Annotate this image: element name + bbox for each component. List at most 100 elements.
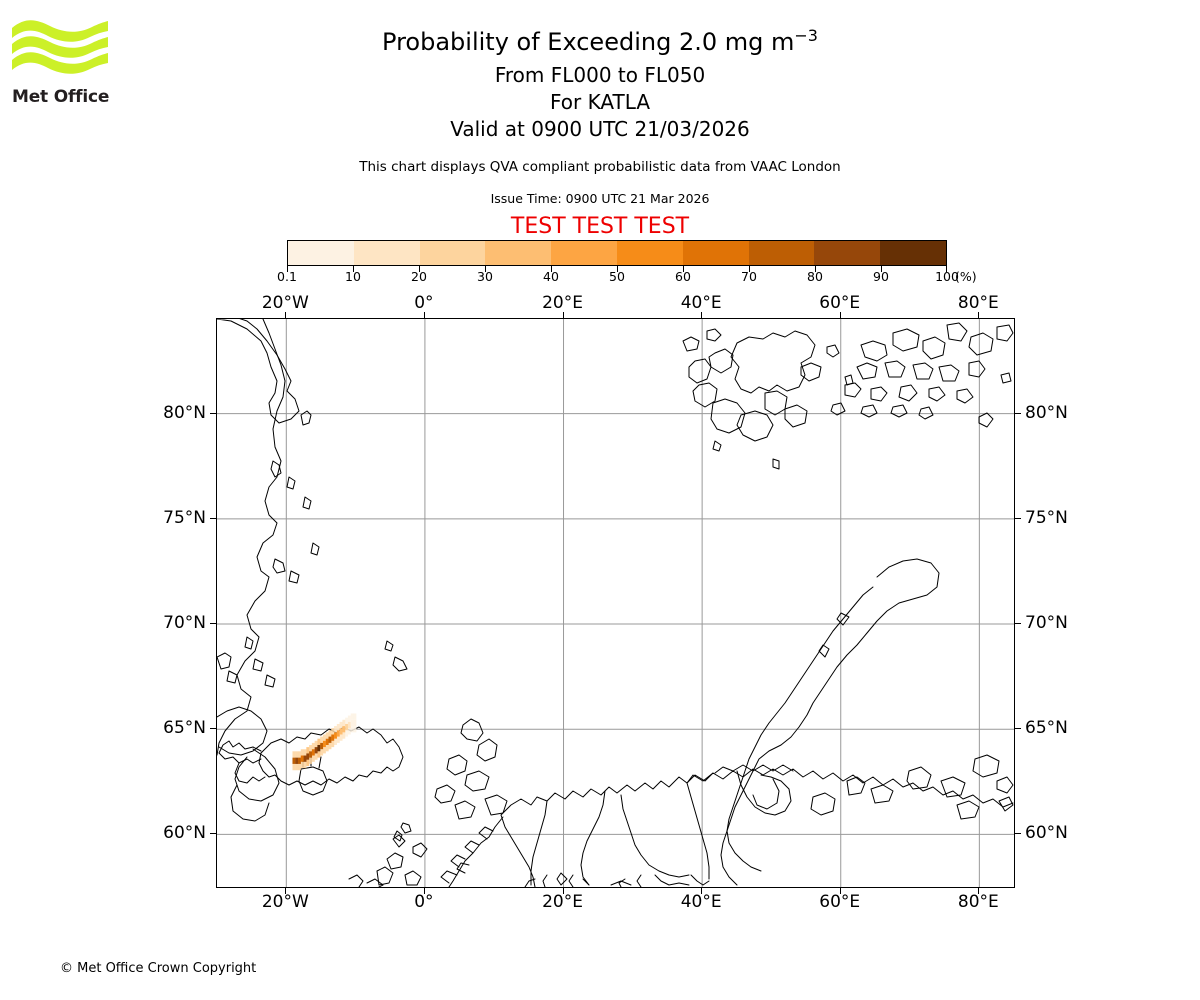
plume-cell-edge: [350, 726, 354, 733]
colorbar-tick: [617, 266, 618, 272]
lon-label-top-3: 40°E: [680, 293, 722, 313]
axis-tick: [285, 888, 287, 894]
colorbar-tick-label: 50: [609, 269, 625, 284]
plume-cell-edge: [325, 745, 329, 752]
axis-tick: [1015, 623, 1021, 625]
plume-cell: [322, 740, 326, 748]
plume-cell: [342, 726, 346, 733]
lon-label-bottom-2: 20°E: [542, 892, 583, 912]
plume-cell-edge: [339, 721, 343, 729]
plume-cell-edge: [331, 728, 335, 735]
colorbar-band-1: [353, 241, 420, 265]
plume-cell-edge: [342, 719, 346, 727]
axis-tick: [562, 888, 564, 894]
colorbar-tick-labels: 0.1 10 20 30 40 50 60 70 80 90 100: [277, 269, 959, 286]
copyright-footer: © Met Office Crown Copyright: [60, 961, 257, 976]
colorbar-tick-label: 10: [345, 269, 361, 284]
colorbar-tick-label: 90: [873, 269, 889, 284]
plume-cell: [292, 757, 296, 764]
plume-cell-edge: [298, 763, 301, 771]
plume-cell-edge: [347, 715, 351, 722]
axis-tick: [978, 888, 980, 894]
lat-label-left-2: 70°N: [163, 613, 206, 634]
axis-tick: [210, 728, 216, 730]
plume-cell: [334, 732, 337, 739]
met-office-wave-icon: [12, 20, 108, 74]
colorbar-tick: [287, 266, 288, 272]
axis-tick: [701, 888, 703, 894]
plume-cell-edge: [331, 740, 335, 748]
plume-cell: [317, 745, 321, 752]
plume-cell-edge: [336, 736, 340, 743]
flight-level-subtitle: From FL000 to FL050: [494, 63, 706, 87]
colorbar-band-0: [288, 241, 354, 265]
plume-cell-edge: [309, 757, 313, 764]
axis-tick: [562, 312, 564, 318]
coastlines: [217, 319, 1014, 887]
colorbar-tick: [353, 266, 354, 272]
axis-tick: [1015, 517, 1021, 519]
plume-cell-edge: [314, 753, 318, 760]
colorbar-tick-label: 60: [675, 269, 691, 284]
plume-cell-edge: [292, 763, 296, 771]
lat-label-right-2: 70°N: [1025, 613, 1068, 634]
page-title-exponent: −3: [794, 26, 818, 45]
plume-cell: [336, 730, 340, 737]
page-title: Probability of Exceeding 2.0 mg m−3: [0, 26, 1200, 57]
lon-label-top-4: 60°E: [819, 293, 861, 313]
plume-cell: [325, 738, 329, 745]
plume-cell: [303, 755, 307, 762]
plume-cell: [320, 742, 324, 750]
plume-cell-edge: [300, 749, 304, 756]
colorbar-tick-label: 40: [543, 269, 559, 284]
colorbar-tick-label: 0.1: [277, 269, 297, 284]
colorbar-tick: [749, 266, 750, 272]
colorbar-band-2: [419, 241, 486, 265]
axis-tick: [978, 312, 980, 318]
axis-tick: [1015, 833, 1021, 835]
lon-label-top-1: 0°: [414, 293, 434, 313]
plume-cell: [350, 719, 354, 727]
plume-cell-edge: [298, 751, 301, 758]
lon-label-bottom-0: 20°W: [261, 892, 309, 912]
plume-cell: [300, 755, 304, 762]
lat-label-left-3: 65°N: [163, 718, 206, 739]
lon-label-top-2: 20°E: [542, 293, 583, 313]
plume-cell-edge: [303, 761, 307, 769]
colorbar-tick-label: 100: [935, 269, 959, 284]
plume-cell: [331, 734, 335, 741]
axis-tick: [701, 312, 703, 318]
plume-cell-edge: [317, 751, 321, 758]
probability-colorbar: 0.1 10 20 30 40 50 60 70 80 90 100 (%): [277, 240, 977, 284]
plume-cell-edge: [303, 749, 307, 756]
axis-tick: [839, 312, 841, 318]
plume-cell: [311, 749, 315, 756]
colorbar-tick-label: 70: [741, 269, 757, 284]
plume-cell-edge: [314, 740, 318, 748]
colorbar-unit-label: (%): [955, 269, 977, 284]
colorbar-tick-label: 20: [411, 269, 427, 284]
colorbar-band-7: [748, 241, 815, 265]
axis-tick: [1015, 728, 1021, 730]
colorbar-tick: [946, 266, 947, 272]
plume-cell-edge: [320, 749, 324, 756]
plume-cell: [347, 721, 351, 729]
colorbar-tick-label: 80: [807, 269, 823, 284]
axis-tick: [210, 412, 216, 414]
colorbar-bands: [287, 240, 947, 266]
plume-cell-edge: [317, 738, 321, 745]
plume-cell: [306, 753, 310, 760]
axis-tick: [285, 312, 287, 318]
issue-time: Issue Time: 0900 UTC 21 Mar 2026: [490, 191, 710, 206]
plume-cell: [328, 736, 332, 743]
lat-label-right-3: 65°N: [1025, 718, 1068, 739]
plume-cell-edge: [345, 730, 349, 737]
colorbar-tick: [881, 266, 882, 272]
colorbar-tick: [551, 266, 552, 272]
qva-note: This chart displays QVA compliant probab…: [359, 159, 841, 175]
lat-label-right-0: 80°N: [1025, 402, 1068, 423]
plume-cell-edge: [334, 726, 337, 733]
colorbar-tick: [419, 266, 420, 272]
colorbar-tick-label: 30: [477, 269, 493, 284]
plume-cell-edge: [306, 759, 310, 767]
